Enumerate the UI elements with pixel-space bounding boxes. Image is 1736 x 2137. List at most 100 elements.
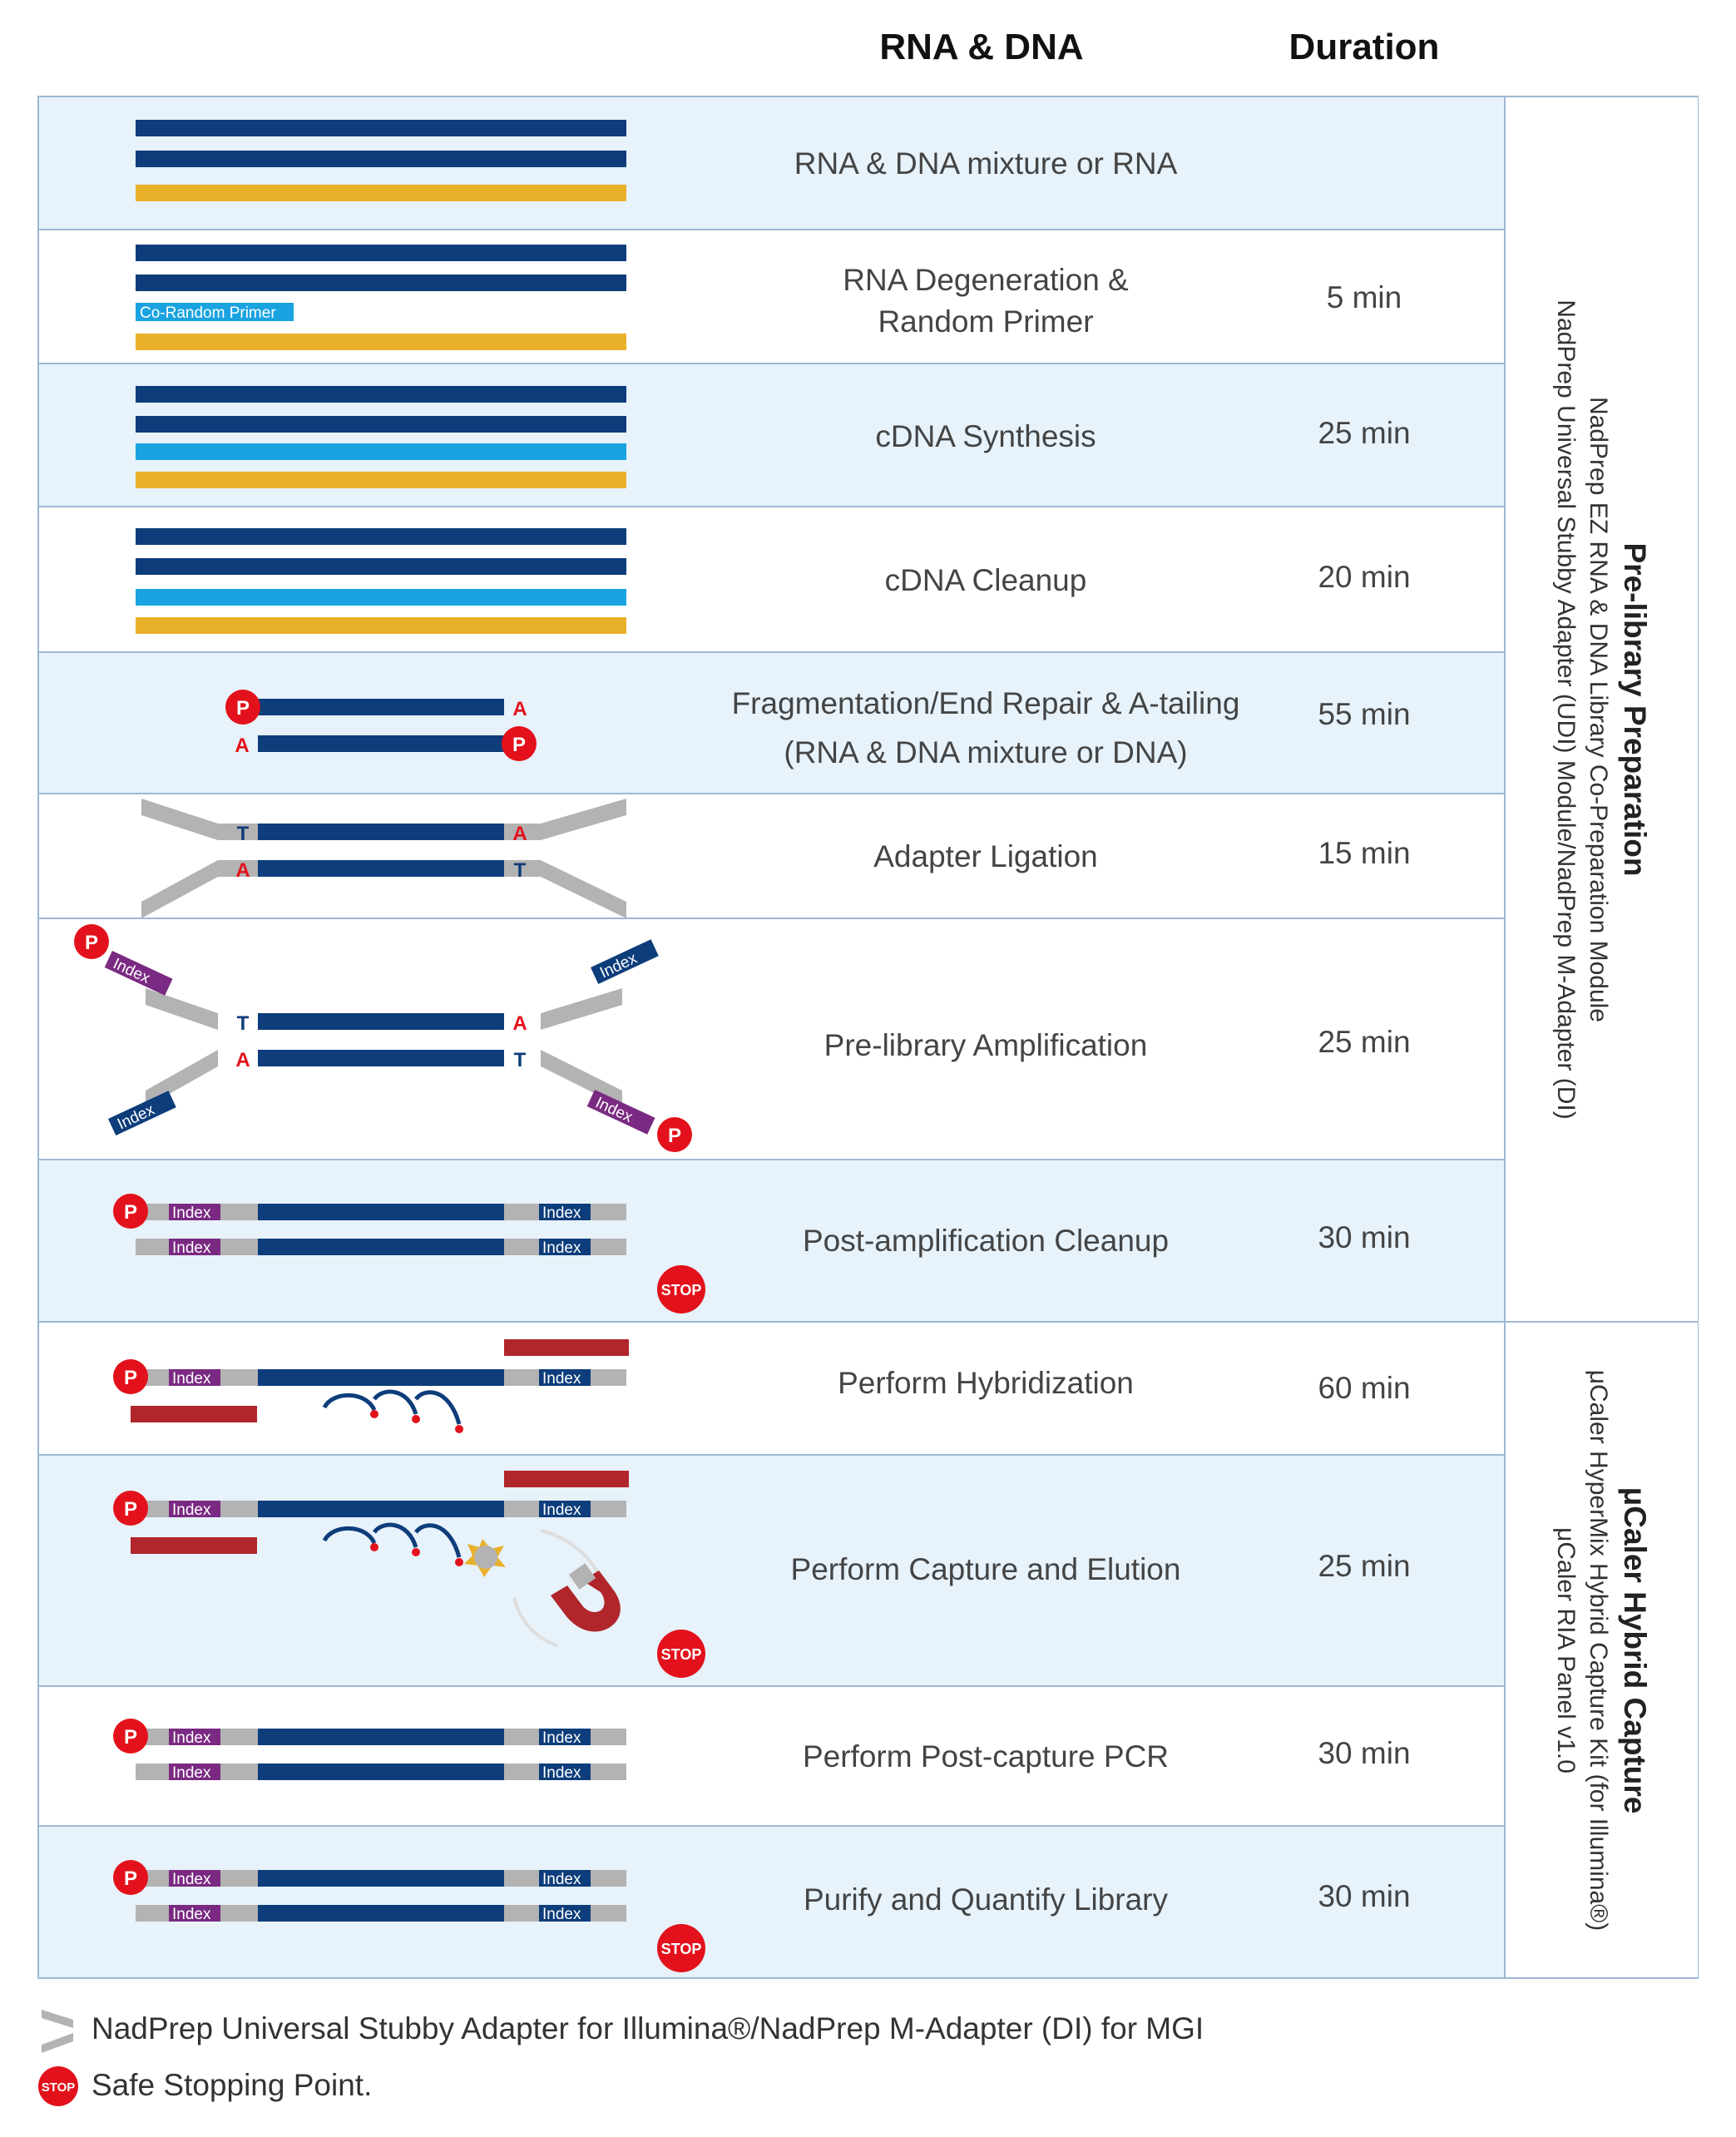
biotin (412, 1415, 420, 1423)
biotin (455, 1425, 463, 1433)
rna-strand (136, 472, 626, 488)
rna-strand (136, 334, 626, 350)
strand-group-row3 (136, 386, 626, 488)
dna-strand (136, 528, 626, 545)
index-label: Index (542, 1906, 581, 1923)
duration-value: 55 min (1318, 697, 1411, 731)
phosphate-label: P (124, 1201, 137, 1224)
phosphate-badge (225, 690, 260, 725)
adapter-stem (218, 824, 258, 840)
t-overhang: T (237, 1012, 250, 1035)
row-7 (39, 919, 1504, 1160)
library-group-row11: Index Index Index Index P (113, 1719, 626, 1782)
t-overhang: T (237, 823, 250, 845)
magnet-tip (568, 1563, 596, 1590)
dna-fragment (258, 1050, 504, 1066)
magnet-field (512, 1596, 558, 1647)
index-label: Index (542, 1205, 581, 1222)
cdna-strand (136, 443, 626, 460)
row-6 (39, 794, 1504, 919)
duration-value: 25 min (1318, 1549, 1411, 1583)
phosphate-label: P (668, 1125, 681, 1147)
phosphate-badge (657, 1117, 692, 1152)
dna-fragment (258, 735, 504, 752)
insert (258, 1870, 504, 1887)
adapter-legend-icon (42, 2010, 73, 2053)
adapter-stem (504, 824, 541, 840)
cdna-strand (136, 589, 626, 606)
duration-value: 60 min (1318, 1371, 1411, 1405)
magnet-icon (551, 1571, 621, 1632)
biotin (370, 1543, 378, 1551)
probe (504, 1339, 629, 1356)
step-label: RNA Degeneration & Random Primer (843, 263, 1129, 339)
step-label: Perform Post-capture PCR (802, 1739, 1170, 1773)
t-overhang: T (514, 1049, 527, 1071)
duration-value: 5 min (1326, 280, 1402, 314)
stop-label: STOP (661, 1646, 702, 1663)
dna-strand (136, 120, 626, 136)
legend-stop-text: Safe Stopping Point. (91, 2068, 373, 2102)
biotin-probe (322, 1389, 462, 1425)
phosphate-label: P (512, 734, 526, 756)
dna-strand (136, 275, 626, 291)
index-label: Index (172, 1205, 211, 1222)
dna-strand (136, 386, 626, 403)
insert (258, 1369, 504, 1386)
duration-value: 20 min (1318, 560, 1411, 594)
stop-icon (657, 1630, 705, 1678)
biotin (412, 1548, 420, 1556)
index-label: Index (542, 1729, 581, 1747)
a-tail-label: A (512, 1012, 527, 1035)
fragment-group-row5: P P A A (225, 690, 537, 761)
step-label: cDNA Synthesis (875, 419, 1096, 453)
step-label: Perform Hybridization (838, 1366, 1134, 1400)
legend-adapter-text: NadPrep Universal Stubby Adapter for Ill… (91, 2011, 1204, 2045)
hybridization-group-row9: Index Index P (113, 1339, 629, 1433)
index-label: Index (542, 1764, 581, 1782)
t-overhang: T (514, 859, 527, 882)
phosphate-badge (113, 1359, 148, 1394)
streptavidin-bead (474, 1546, 497, 1569)
index-label: Index (172, 1370, 211, 1388)
index-label: Index (172, 1729, 211, 1747)
dna-fragment (258, 1013, 504, 1030)
index-label: Index (172, 1906, 211, 1923)
a-tail-label: A (235, 735, 249, 757)
a-tail-label: A (235, 859, 250, 882)
step-label: Fragmentation/End Repair & A-tailing (RN… (731, 686, 1240, 770)
header-duration: Duration (1288, 27, 1440, 67)
phosphate-badge (113, 1860, 148, 1895)
row-10 (39, 1456, 1504, 1687)
insert (258, 1905, 504, 1922)
biotin (370, 1410, 378, 1418)
duration-value: 30 min (1318, 1879, 1411, 1913)
step-label: Post-amplification Cleanup (802, 1224, 1170, 1258)
probe (131, 1406, 257, 1422)
library-group-row12: Index Index Index Index P STOP (113, 1860, 705, 1972)
adapter-arm (146, 1050, 218, 1107)
index-label: Index (542, 1501, 581, 1519)
biotin (455, 1558, 463, 1566)
adapter-arm (541, 799, 626, 840)
step-label: Purify and Quantify Library (803, 1882, 1169, 1917)
strand-group-row2: Co-Random Primer (136, 245, 626, 350)
index-primer: Index (108, 1091, 176, 1135)
insert (258, 1729, 504, 1745)
phosphate-label: P (85, 932, 98, 954)
row-11 (39, 1687, 1504, 1827)
index-primer: Index (104, 951, 173, 996)
a-tail-label: A (512, 823, 527, 845)
adapter-stem (504, 860, 541, 877)
index-label: Index (542, 1370, 581, 1388)
co-random-primer-label: Co-Random Primer (140, 304, 276, 322)
strand-group-row4 (136, 528, 626, 634)
adapter-stem (218, 860, 258, 877)
phosphate-label: P (236, 697, 250, 720)
dna-strand (136, 416, 626, 433)
phosphate-badge (74, 924, 109, 959)
duration-value: 25 min (1318, 1025, 1411, 1059)
phosphate-badge (502, 726, 537, 761)
step-label: cDNA Cleanup (884, 563, 1087, 597)
